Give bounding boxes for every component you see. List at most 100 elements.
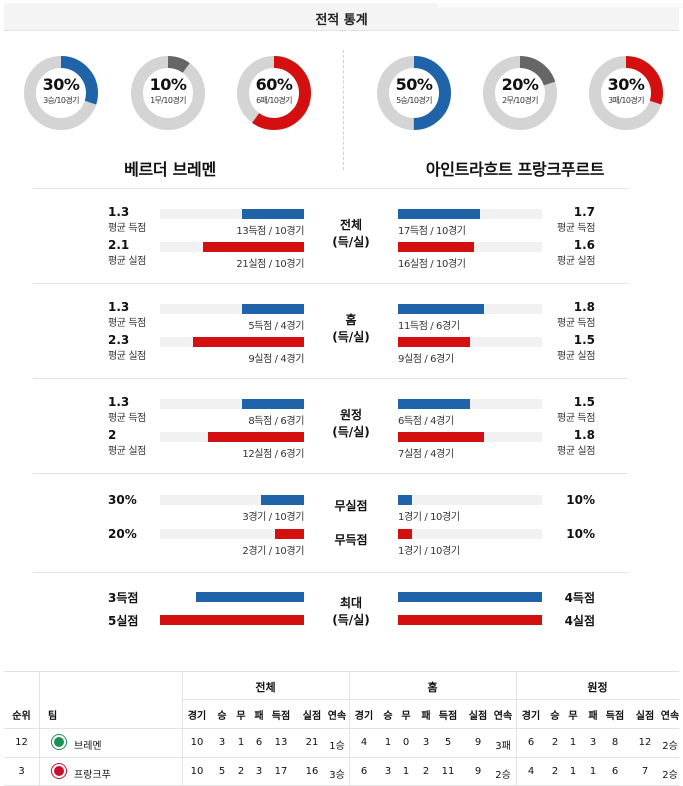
table-cell: 3 — [255, 766, 263, 777]
away-stat-label: 평균 득점 — [557, 413, 595, 424]
home-donut-ring-2 — [131, 56, 205, 130]
table-cell: 3 — [422, 737, 430, 748]
table-header-rank: 순위 — [12, 711, 31, 722]
table-cell: 3 — [218, 737, 226, 748]
table-header-col: 득점 — [605, 711, 625, 722]
away-special-value: 10% — [566, 527, 595, 541]
donut-arc — [483, 56, 557, 130]
table-row-team[interactable]: 프랑크푸 — [74, 770, 111, 781]
table-cell: 21 — [305, 737, 319, 748]
table-cell: 0 — [402, 737, 410, 748]
away-special-caption: 1경기 / 10경기 — [398, 546, 460, 557]
team-crest-icon — [52, 764, 66, 778]
table-header-col: 실점 — [635, 711, 655, 722]
away-stat-caption: 16실점 / 10경기 — [398, 259, 466, 270]
section-label-sub: (득/실) — [332, 330, 370, 344]
away-special-value: 10% — [566, 493, 595, 507]
home-donut-1: 30% 3승/10경기 — [23, 55, 99, 131]
section-divider-3 — [33, 378, 628, 379]
section-label-sub: (득/실) — [332, 425, 370, 439]
table-header-col: 무 — [236, 711, 246, 722]
section-label-main: 전체 — [339, 218, 363, 232]
away-stat-caption: 17득점 / 10경기 — [398, 226, 466, 237]
table-cell: 3승 — [329, 770, 345, 781]
away-max-value: 4실점 — [564, 614, 595, 628]
table-cell: 1 — [569, 766, 577, 777]
table-cell: 2승 — [662, 770, 678, 781]
standings-table: 전체 홈 원정 순위 팀 경기 승 무 패 득점 실점 연속 경기 승 무 패 득점 실점 연속 경기 승 무 패 득점 실점 연… — [4, 671, 679, 786]
home-donut-pct: 30% — [42, 75, 80, 94]
home-bar-track — [160, 304, 304, 314]
table-cell: 4 — [527, 766, 535, 777]
away-donut-ring-1 — [377, 56, 451, 130]
table-header-divider — [4, 728, 679, 729]
home-stat-label: 평균 실점 — [108, 446, 146, 457]
table-header-col: 실점 — [468, 711, 488, 722]
away-stat-bar — [398, 242, 474, 252]
away-team-name: 아인트라흐트 프랑크푸르트 — [425, 160, 605, 179]
table-col-divider — [182, 671, 183, 785]
table-cell: 6 — [360, 766, 368, 777]
donut-arc — [589, 56, 663, 130]
section-label-main: 홈 — [345, 313, 357, 327]
away-donut-pct: 20% — [501, 75, 539, 94]
home-stat-value: 1.3 — [108, 205, 130, 219]
home-donut-3: 60% 6패/10경기 — [236, 55, 312, 131]
away-max-bar — [398, 615, 542, 625]
home-stat-bar — [193, 337, 304, 347]
table-header-col: 경기 — [354, 711, 374, 722]
away-stat-caption: 7실점 / 4경기 — [398, 449, 454, 460]
away-donut-1: 50% 5승/10경기 — [376, 55, 452, 131]
home-special-caption: 3경기 / 10경기 — [242, 512, 304, 523]
table-header-col: 패 — [588, 711, 598, 722]
away-stat-caption: 11득점 / 6경기 — [398, 321, 460, 332]
away-stat-bar — [398, 432, 484, 442]
home-stat-value: 2 — [108, 428, 117, 442]
away-stat-label: 평균 실점 — [557, 446, 595, 457]
away-stat-label: 평균 실점 — [557, 256, 595, 267]
section-divider-4 — [33, 473, 628, 474]
home-stat-bar — [242, 399, 304, 409]
table-cell: 10 — [190, 737, 204, 748]
home-stat-label: 평균 득점 — [108, 318, 146, 329]
donut-arc — [24, 56, 98, 130]
away-stat-value: 1.5 — [573, 333, 595, 347]
table-row-divider — [4, 757, 679, 758]
away-bar-track — [398, 337, 542, 347]
home-stat-caption: 21실점 / 10경기 — [236, 259, 304, 270]
table-top-border — [4, 671, 679, 672]
table-cell: 1 — [237, 737, 245, 748]
table-group-2: 홈 — [427, 681, 438, 694]
home-donut-sub: 1무/10경기 — [150, 96, 186, 105]
table-header-col: 득점 — [271, 711, 291, 722]
away-stat-value: 1.8 — [573, 428, 595, 442]
section-divider-2 — [33, 283, 628, 284]
table-cell: 5 — [218, 766, 226, 777]
table-cell: 1 — [589, 766, 597, 777]
table-row-team[interactable]: 브레멘 — [74, 741, 102, 752]
away-stat-value: 1.5 — [573, 395, 595, 409]
away-max-value: 4득점 — [564, 591, 595, 605]
table-cell: 2승 — [662, 741, 678, 752]
home-stat-caption: 12실점 / 6경기 — [242, 449, 304, 460]
home-max-value: 3득점 — [108, 591, 139, 605]
table-header-col: 경기 — [187, 711, 207, 722]
home-stat-bar — [203, 242, 304, 252]
table-header-col: 연속 — [493, 711, 513, 722]
home-special-track — [160, 529, 304, 539]
table-header-col: 경기 — [521, 711, 541, 722]
table-col-divider — [349, 671, 350, 785]
table-cell: 5 — [444, 737, 452, 748]
away-stat-bar — [398, 399, 470, 409]
home-stat-label: 평균 실점 — [108, 351, 146, 362]
home-stat-bar — [242, 304, 304, 314]
away-bar-track — [398, 399, 542, 409]
table-cell: 9 — [474, 737, 482, 748]
table-row-rank: 3 — [18, 766, 25, 777]
max-label-sub: (득/실) — [332, 613, 370, 627]
away-special-track — [398, 529, 542, 539]
home-donut-sub: 6패/10경기 — [256, 96, 292, 105]
special-label: 무득점 — [334, 533, 368, 547]
section-divider-5 — [33, 572, 628, 573]
home-donut-2: 10% 1무/10경기 — [130, 55, 206, 131]
